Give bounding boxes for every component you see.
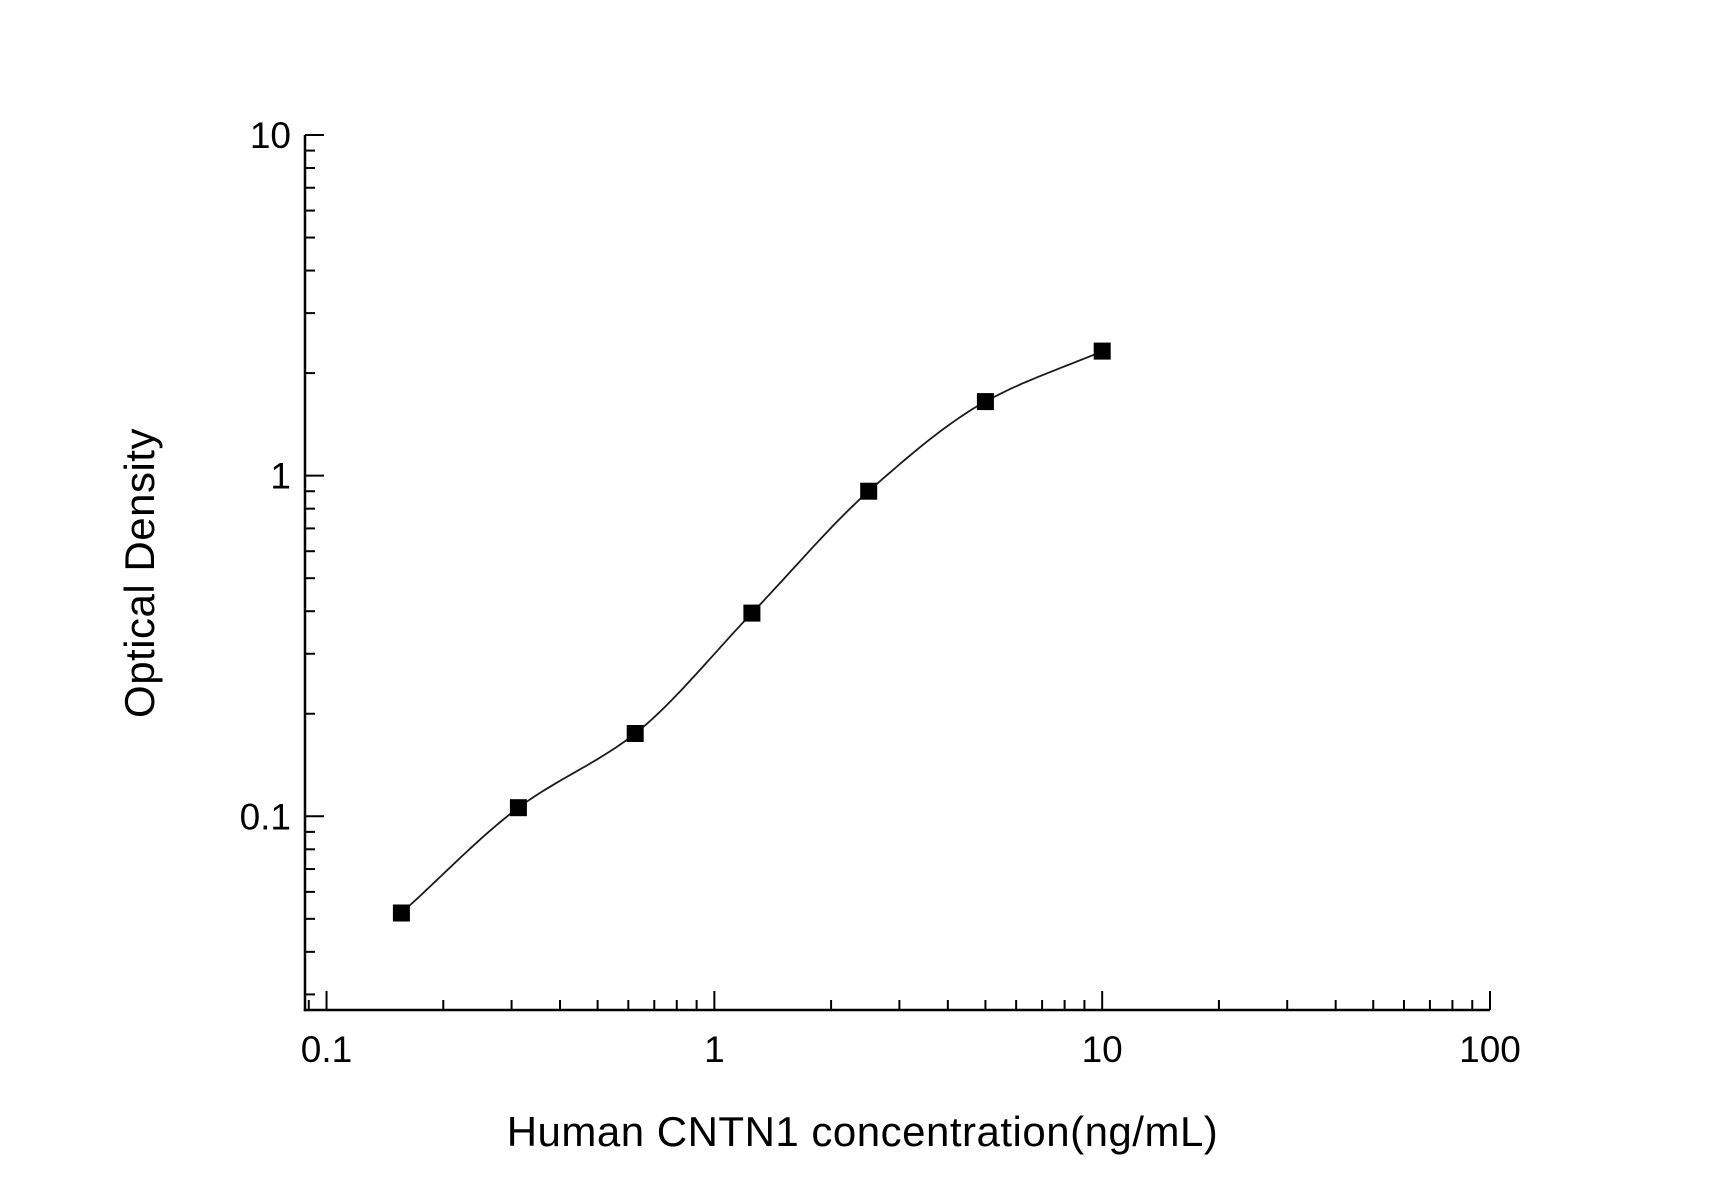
data-point-marker <box>509 799 527 817</box>
x-tick-label: 0.1 <box>301 1029 352 1070</box>
x-tick-label: 1 <box>704 1029 725 1070</box>
data-point-marker <box>976 393 994 411</box>
data-point-marker <box>860 482 878 500</box>
data-point-marker <box>392 904 410 922</box>
standard-curve-line <box>400 350 1103 914</box>
data-point-marker <box>1093 342 1111 360</box>
data-point-marker <box>743 604 761 622</box>
x-tick-label: 10 <box>1082 1029 1123 1070</box>
y-tick-label: 10 <box>250 115 291 156</box>
y-tick-label: 1 <box>270 456 291 497</box>
x-tick-label: 100 <box>1459 1029 1521 1070</box>
y-tick-label: 0.1 <box>240 796 291 837</box>
data-point-marker <box>626 725 644 742</box>
